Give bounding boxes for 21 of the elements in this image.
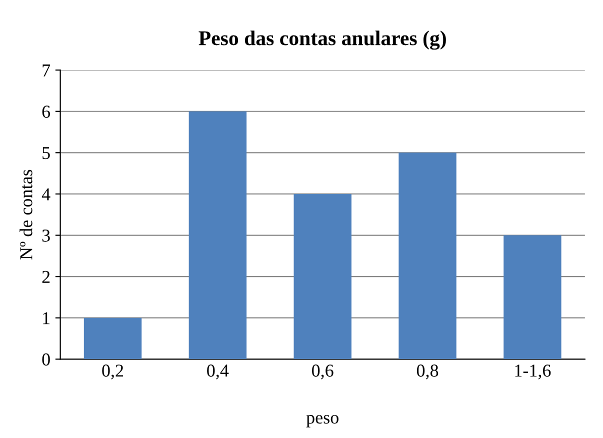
y-tick-label: 2	[42, 270, 50, 283]
y-tick-label: 0	[42, 353, 50, 366]
y-tick-label: 5	[42, 147, 50, 160]
y-tick-label: 4	[42, 188, 50, 200]
bar	[398, 152, 456, 360]
bar	[84, 318, 142, 360]
y-tick-label: 3	[42, 230, 50, 242]
y-tick-label: 7	[42, 64, 50, 76]
bar	[294, 194, 352, 360]
y-axis-title: Nº de contas	[20, 170, 32, 260]
bar	[504, 235, 562, 360]
x-tick-label: 0,6	[312, 364, 334, 380]
x-tick-label: 1-1,6	[515, 364, 551, 380]
x-tick-label: 0,4	[207, 364, 229, 380]
chart-title: Peso das contas anulares (g)	[198, 30, 446, 50]
x-tick-label: 0,8	[416, 364, 438, 380]
x-axis-title: peso	[306, 414, 338, 428]
y-tick-label: 6	[42, 106, 50, 118]
y-tick-label: 1	[43, 312, 50, 324]
x-tick-label: 0,2	[102, 364, 124, 380]
bar	[188, 111, 247, 360]
